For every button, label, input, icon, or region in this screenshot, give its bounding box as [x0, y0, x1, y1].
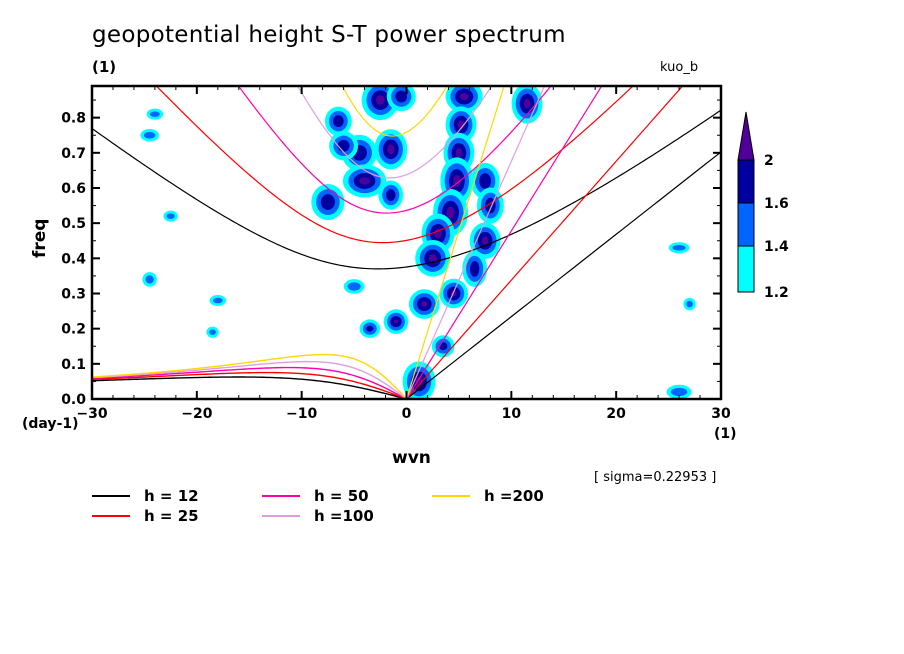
inertia-gravity-curve: [297, 86, 493, 179]
contour-blob: [421, 301, 428, 308]
x-tick-label: 0: [402, 406, 412, 422]
contour-blob: [337, 139, 350, 152]
contour-blob: [670, 387, 688, 397]
colorbar-label: 2: [764, 153, 774, 169]
contour-blob: [320, 194, 335, 210]
axis-ticks: −30 −20 −10 0 10 20 30 0.0 0.1 0.2 0.3 0.4 0.5 0.6 0.7…: [61, 86, 731, 422]
plot-frame: [90, 84, 723, 401]
x-tick-label: 10: [502, 406, 522, 422]
y-tick-label: 0.7: [61, 146, 86, 162]
contour-blob: [209, 329, 216, 335]
contour-blob: [415, 376, 423, 387]
x-tick-label: −30: [76, 406, 107, 422]
legend-swatch: [262, 495, 300, 497]
inertia-gravity-curve: [341, 86, 448, 137]
legend-label: h = 25: [144, 507, 199, 525]
contour-blob: [686, 300, 693, 308]
chart-tag: kuo_b: [660, 60, 699, 75]
contour-blob: [446, 206, 455, 219]
kelvin-curve: [405, 86, 505, 399]
y-tick-label: 0.2: [61, 322, 86, 338]
y-axis-label: freq: [30, 218, 50, 258]
colorbar: 1.2 1.4 1.6 2: [737, 111, 789, 301]
y-tick-label: 0.6: [61, 181, 86, 197]
contour-blob: [481, 236, 489, 245]
contour-blob: [347, 282, 361, 291]
contour-blob: [523, 98, 531, 109]
x-tick-label: −10: [286, 406, 317, 422]
x-tick-label: 30: [711, 406, 731, 422]
legend-swatch: [92, 515, 130, 517]
kelvin-curve: [405, 86, 546, 399]
kelvin-curve: [405, 86, 603, 399]
contour-layer: [140, 86, 696, 399]
kelvin-curve: [406, 151, 721, 399]
contour-blob: [166, 213, 175, 219]
x-axis-units: (1): [714, 426, 737, 442]
contour-blob: [376, 95, 385, 105]
y-tick-label: 0.3: [61, 286, 86, 302]
rossby-curve: [92, 371, 407, 399]
inertia-gravity-curve: [92, 109, 721, 270]
legend-item: h = 25: [92, 507, 199, 525]
y-tick-label: 0.4: [61, 251, 86, 267]
contour-blob: [212, 297, 223, 304]
legend-item: h =200: [432, 487, 544, 505]
inertia-gravity-curve: [237, 86, 552, 214]
y-axis-units: (day-1): [22, 416, 79, 432]
chart-subtitle: (1): [92, 58, 117, 76]
contour-blob: [459, 92, 469, 101]
dispersion-curves: [92, 86, 721, 399]
colorbar-segment: [737, 245, 755, 293]
legend-label: h =100: [314, 507, 374, 525]
contour-blob: [143, 131, 156, 139]
rossby-curve: [92, 366, 407, 399]
legend-label: h = 50: [314, 487, 369, 505]
colorbar-segment: [737, 202, 755, 247]
rossby-curve: [92, 353, 408, 399]
contour-blob: [455, 148, 463, 158]
colorbar-label: 1.6: [764, 196, 789, 212]
contour-blob: [428, 254, 437, 263]
rossby-curve: [92, 376, 407, 399]
kelvin-curve: [406, 86, 684, 399]
colorbar-segment: [737, 159, 755, 204]
contour-blob: [366, 325, 374, 332]
legend-swatch: [262, 515, 300, 517]
legend-item: h = 50: [262, 487, 369, 505]
legend-swatch: [92, 495, 130, 497]
contour-blob: [149, 111, 160, 117]
x-tick-label: 20: [606, 406, 626, 422]
legend-item: h = 12: [92, 487, 199, 505]
inertia-gravity-curve: [155, 86, 634, 244]
legend-label: h =200: [484, 487, 544, 505]
contour-blob: [395, 90, 408, 103]
y-tick-label: 0.0: [61, 392, 86, 408]
colorbar-extend-triangle: [737, 111, 755, 161]
legend-item: h =100: [262, 507, 374, 525]
contour-blob: [479, 173, 491, 189]
x-tick-label: −20: [181, 406, 212, 422]
contour-blob: [387, 144, 395, 155]
chart-title: geopotential height S-T power spectrum: [92, 22, 566, 48]
contour-blob: [145, 275, 154, 284]
contour-blob: [469, 260, 480, 277]
y-tick-label: 0.5: [61, 216, 86, 232]
legend-label: h = 12: [144, 487, 199, 505]
contour-blob: [386, 189, 396, 201]
contour-blob: [393, 319, 399, 324]
sigma-label: [ sigma=0.22953 ]: [594, 470, 717, 485]
contour-blob: [359, 177, 370, 185]
legend-swatch: [432, 495, 470, 497]
colorbar-label: 1.4: [764, 239, 789, 255]
contour-blob: [439, 342, 448, 351]
rossby-curve: [92, 360, 407, 399]
y-tick-label: 0.8: [61, 111, 86, 127]
contour-blob: [672, 245, 686, 251]
contour-blob: [333, 115, 344, 128]
colorbar-label: 1.2: [764, 285, 789, 301]
x-axis-label: wvn: [392, 448, 431, 468]
y-tick-label: 0.1: [61, 357, 86, 373]
